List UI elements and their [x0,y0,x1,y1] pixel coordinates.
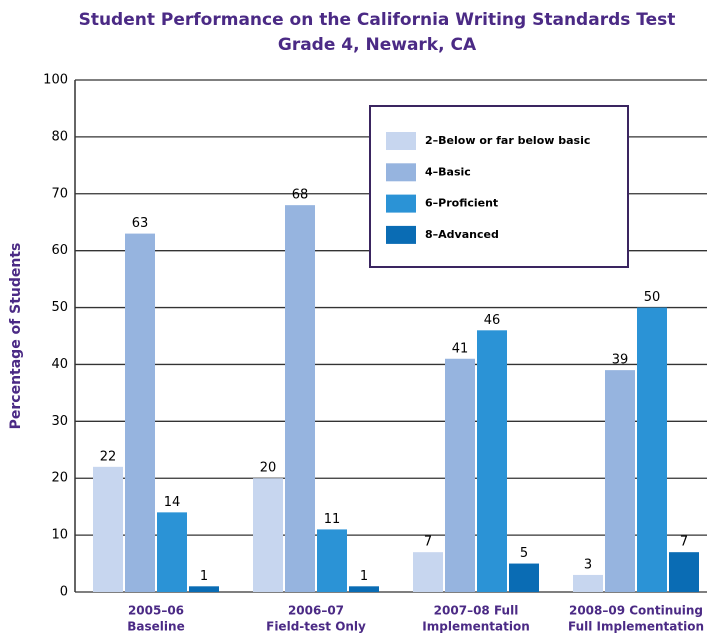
value-label: 39 [612,353,629,368]
value-label: 1 [200,569,208,584]
bar [669,552,699,592]
x-tick-label: 2007–08 Full [434,604,519,618]
value-label: 68 [292,188,309,203]
value-label: 20 [260,461,277,476]
y-tick-label: 80 [51,129,68,144]
x-tick-label: Implementation [422,620,529,634]
value-label: 11 [324,512,341,527]
bar [285,205,315,592]
bar [157,512,187,592]
value-label: 3 [584,557,592,572]
x-tick-label: 2006–07 [288,604,344,618]
y-tick-label: 10 [51,528,68,543]
bar [349,586,379,592]
bar [189,586,219,592]
bar [509,563,539,592]
legend-swatch [386,163,416,182]
legend-swatch [386,225,416,244]
bar [573,574,603,592]
y-tick-label: 30 [51,414,68,429]
value-label: 14 [164,495,181,510]
x-tick-label: 2005–06 [128,604,184,618]
chart-title: Student Performance on the California Wr… [79,10,676,30]
value-label: 46 [484,313,501,328]
x-tick-label: Full Implementation [568,620,704,634]
bar [637,307,667,592]
value-label: 22 [100,449,117,464]
x-tick-label: 2008–09 Continuing [569,604,703,618]
y-tick-label: 40 [51,357,68,372]
y-tick-label: 20 [51,471,68,486]
y-tick-label: 60 [51,243,68,258]
x-tick-label: Baseline [127,620,184,634]
legend-label: 6–Proficient [425,197,498,210]
x-tick-label: Field-test Only [266,620,366,634]
legend-swatch [386,132,416,150]
legend-label: 8–Advanced [425,228,499,241]
bar [253,478,283,592]
y-tick-label: 100 [43,73,68,88]
legend-label: 4–Basic [425,165,471,178]
legend-swatch [386,194,416,213]
y-tick-label: 0 [60,585,68,600]
bar [445,358,475,592]
value-label: 7 [680,535,688,550]
value-label: 41 [452,341,469,356]
value-label: 63 [132,216,149,231]
y-tick-label: 50 [51,300,68,315]
bar [605,370,635,592]
y-tick-label: 70 [51,186,68,201]
value-label: 7 [424,535,432,550]
bar [317,529,347,592]
bar [413,552,443,592]
chart-title: Grade 4, Newark, CA [278,35,477,55]
legend-label: 2–Below or far below basic [425,134,590,147]
value-label: 50 [644,290,661,305]
y-axis-label: Percentage of Students [8,243,24,430]
value-label: 5 [520,546,528,561]
bar [477,330,507,592]
bar [125,233,155,592]
bar [93,466,123,592]
value-label: 1 [360,569,368,584]
